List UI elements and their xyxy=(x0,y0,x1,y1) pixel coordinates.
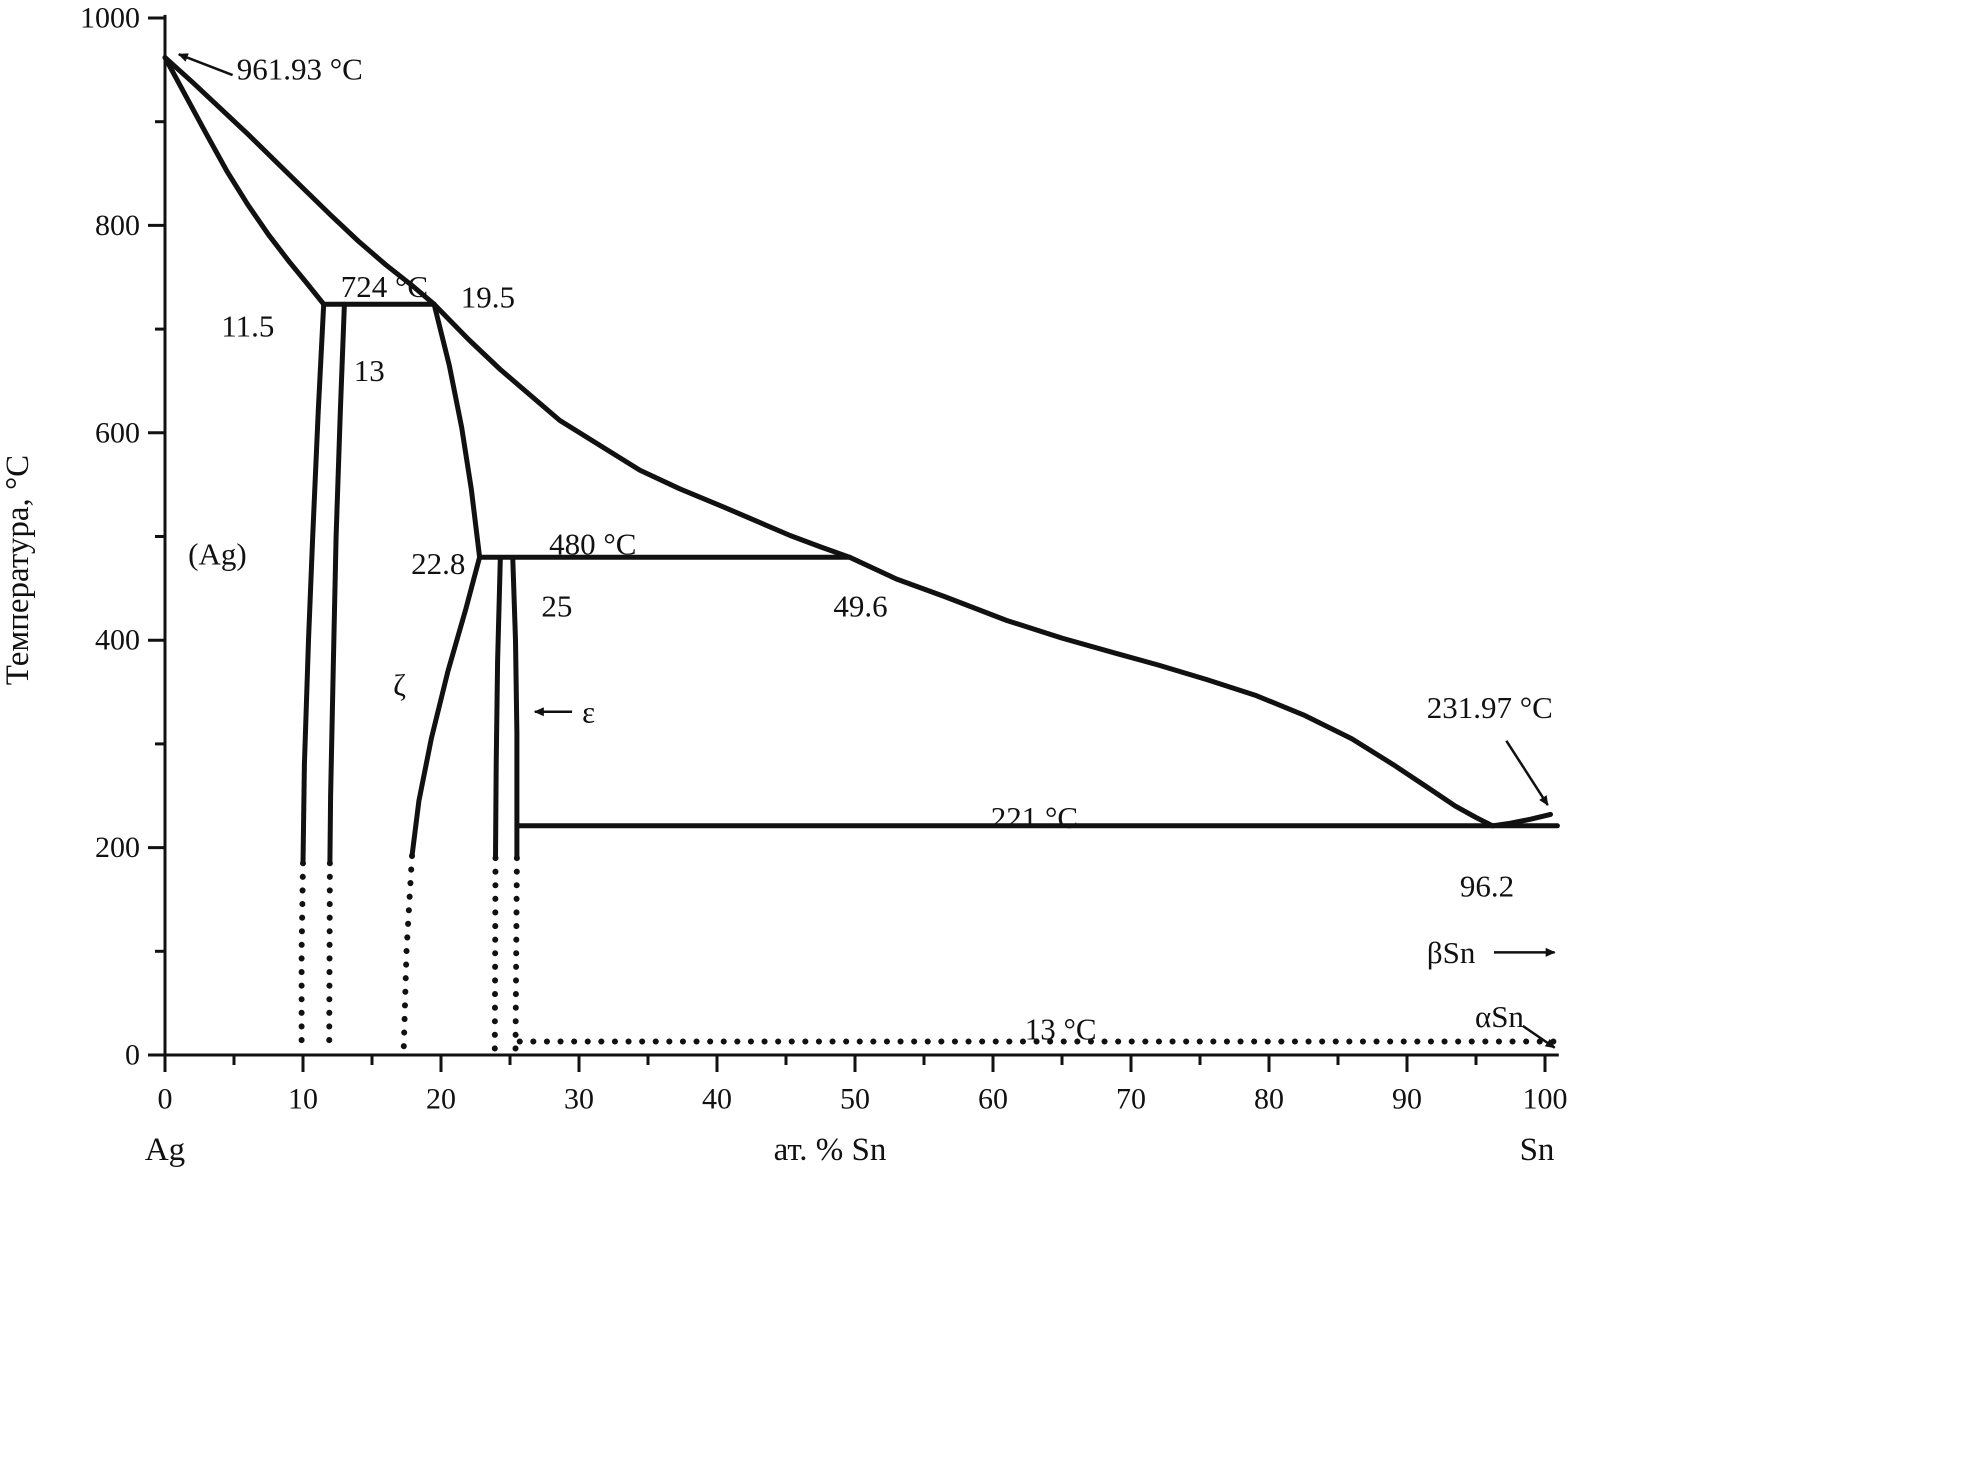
arrow-to-sn-melting xyxy=(1505,740,1549,806)
annotation-comp-22-8: 22.8 xyxy=(411,546,465,581)
annotation-phase-alpha-sn: αSn xyxy=(1475,999,1524,1034)
y-axis-title: Температура, °C xyxy=(0,455,36,685)
curve-zeta-left-boundary xyxy=(327,301,347,866)
curve-zeta-left-extrapolated xyxy=(326,860,333,1053)
annotation-phase-beta-sn: βSn xyxy=(1427,935,1476,970)
annotation-peritectic-480: 480 °C xyxy=(549,526,636,561)
y-tick-label: 1000 xyxy=(80,2,140,35)
x-tick-label: 10 xyxy=(288,1083,318,1116)
y-tick-label: 600 xyxy=(95,416,140,449)
annotation-comp-19-5: 19.5 xyxy=(461,279,515,314)
x-tick-label: 80 xyxy=(1254,1083,1284,1116)
annotation-comp-49-6: 49.6 xyxy=(833,588,887,623)
curve-liquidus-sn xyxy=(847,554,1496,829)
curve-zeta-lower-right-boundary xyxy=(409,554,483,859)
curve-liquidus-ag xyxy=(162,55,437,307)
annotation-peritectic-724: 724 °C xyxy=(341,269,428,304)
x-tick-label: 60 xyxy=(978,1083,1008,1116)
annotation-comp-25: 25 xyxy=(541,588,572,623)
annotation-comp-11-5: 11.5 xyxy=(221,308,274,343)
y-tick-label: 400 xyxy=(95,624,140,657)
curve-epsilon-right-extrapolated xyxy=(512,855,520,1053)
x-tick-label: 0 xyxy=(158,1083,173,1116)
y-tick-label: 200 xyxy=(95,831,140,864)
annotation-phase-ag: (Ag) xyxy=(188,537,247,572)
x-tick-label: 30 xyxy=(564,1083,594,1116)
x-axis-right-element-label: Sn xyxy=(1520,1132,1555,1168)
x-axis-title: ат. % Sn xyxy=(774,1132,887,1168)
x-tick-label: 70 xyxy=(1116,1083,1146,1116)
arrow-to-ag-melting xyxy=(177,53,234,77)
annotation-phase-epsilon: ε xyxy=(582,694,595,729)
x-tick-label: 90 xyxy=(1392,1083,1422,1116)
curve-zeta-lower-right-extrapolated xyxy=(400,852,415,1053)
x-tick-label: 40 xyxy=(702,1083,732,1116)
curve-liquidus-sn-rise xyxy=(1490,811,1553,829)
arrow-to-alpha-sn xyxy=(1522,1024,1556,1049)
curve-epsilon-left-extrapolated xyxy=(491,855,499,1053)
annotation-comp-96-2: 96.2 xyxy=(1460,868,1514,903)
curve-epsilon-left-boundary xyxy=(493,556,503,861)
y-tick-label: 800 xyxy=(95,209,140,242)
curve-ag-solvus xyxy=(300,301,327,866)
curve-ag-solvus-extrapolated xyxy=(298,860,306,1053)
y-tick-label: 0 xyxy=(125,1039,140,1072)
curve-zeta-upper-right-boundary xyxy=(431,301,483,560)
curve-epsilon-right-boundary xyxy=(510,556,520,861)
curve-liquidus-middle xyxy=(431,301,852,560)
x-axis-left-element-label: Ag xyxy=(145,1132,185,1168)
annotation-eutectic-221: 221 °C xyxy=(991,800,1078,835)
annotation-comp-13: 13 xyxy=(354,353,385,388)
x-tick-label: 20 xyxy=(426,1083,456,1116)
x-tick-label: 50 xyxy=(840,1083,870,1116)
annotation-sn-melting: 231.97 °C xyxy=(1427,690,1553,725)
annotation-ag-melting: 961.93 °C xyxy=(237,51,363,86)
x-tick-label: 100 xyxy=(1523,1083,1568,1116)
annotation-transition-13: 13 °C xyxy=(1025,1012,1097,1047)
annotation-phase-zeta: ζ xyxy=(393,667,406,702)
curve-solidus-ag xyxy=(162,55,327,307)
